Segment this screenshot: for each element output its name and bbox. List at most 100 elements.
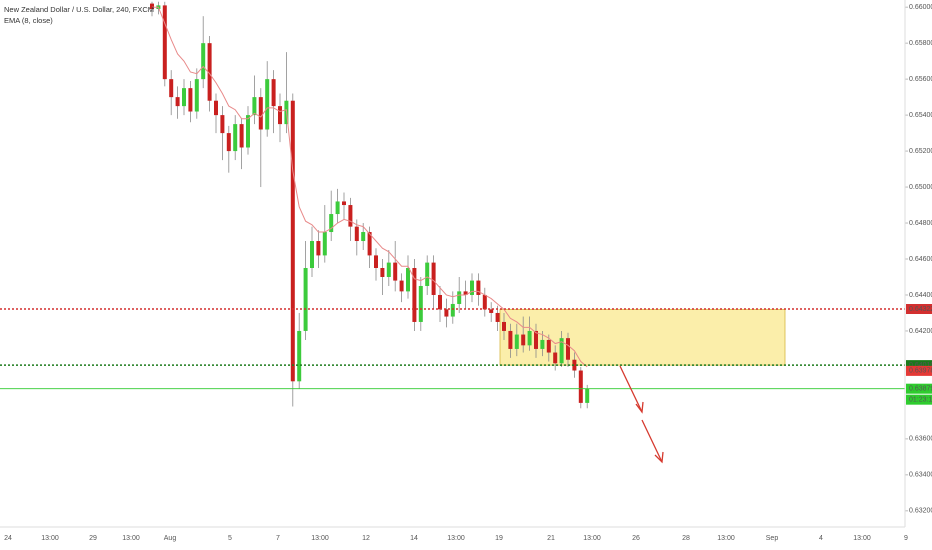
candle-body <box>233 124 238 152</box>
y-tick-label: 0.64600 <box>909 256 932 263</box>
candle-body <box>290 100 295 382</box>
candle-body <box>239 124 244 148</box>
candle-body <box>297 330 302 382</box>
candle-body <box>322 232 327 256</box>
price-label: 0.64322 <box>909 306 932 313</box>
candle-body <box>303 267 308 331</box>
candle-body <box>271 79 276 107</box>
candle-body <box>278 106 282 125</box>
ema-line <box>152 6 588 368</box>
x-tick-label: 19 <box>495 535 503 542</box>
x-tick-label: 5 <box>228 535 232 542</box>
y-tick-label: 0.65600 <box>909 76 932 83</box>
candle-body <box>566 338 570 360</box>
x-tick-label: 12 <box>362 535 370 542</box>
candle-body <box>386 262 391 277</box>
candle-body <box>329 214 334 233</box>
candle-body <box>495 312 500 322</box>
x-tick-label: 13:00 <box>583 535 601 542</box>
candle-body <box>482 294 487 310</box>
candle-body <box>335 201 340 215</box>
candle-body <box>585 388 590 403</box>
x-tick-label: Aug <box>164 535 177 542</box>
x-tick-label: 13:00 <box>853 535 871 542</box>
candle-body <box>425 262 430 286</box>
candle-body <box>476 280 481 295</box>
y-tick-label: 0.65800 <box>909 40 932 47</box>
x-tick-label: 26 <box>632 535 640 542</box>
x-tick-label: 13:00 <box>41 535 59 542</box>
candle-body <box>182 88 186 107</box>
candle-body <box>489 309 494 313</box>
candle-body <box>521 334 526 346</box>
candle-body <box>252 97 257 116</box>
candle-body <box>470 280 474 295</box>
candle-body <box>226 133 231 152</box>
candle-body <box>444 309 449 317</box>
candle-body <box>367 232 372 256</box>
countdown-label: 01:23:16 <box>909 397 932 404</box>
candle-body <box>374 255 378 268</box>
y-tick-label: 0.64200 <box>909 328 932 335</box>
candle-body <box>207 43 212 101</box>
y-tick-label: 0.63200 <box>909 508 932 515</box>
candle-body <box>457 291 462 304</box>
y-tick-label: 0.65400 <box>909 112 932 119</box>
price-label: 0.63879 <box>909 386 932 393</box>
candle-body <box>450 303 455 317</box>
y-tick-label: 0.64800 <box>909 220 932 227</box>
candle-body <box>348 205 353 227</box>
x-tick-label: Sep <box>766 535 779 542</box>
candle-body <box>361 232 366 242</box>
candle-body <box>246 115 250 148</box>
candle-body <box>572 359 577 371</box>
price-label: 0.63978 <box>909 368 932 375</box>
candle-body <box>540 339 545 349</box>
price-label-box <box>906 365 932 376</box>
candle-body <box>175 97 180 107</box>
x-tick-label: 13:00 <box>447 535 465 542</box>
candle-body <box>546 339 551 353</box>
candle-body <box>463 291 468 295</box>
candle-body <box>342 201 346 206</box>
candle-body <box>220 115 225 134</box>
candle-body <box>527 330 532 346</box>
candle-body <box>310 241 314 268</box>
x-tick-label: 9 <box>904 535 908 542</box>
candle-body <box>406 267 410 292</box>
candle-body <box>418 285 423 322</box>
x-tick-label: 29 <box>89 535 97 542</box>
indicator-legend: EMA (8, close) <box>4 16 53 25</box>
x-tick-label: 14 <box>410 535 418 542</box>
y-tick-label: 0.65200 <box>909 148 932 155</box>
y-tick-label: 0.63600 <box>909 436 932 443</box>
price-label: 0.64010 <box>909 362 932 369</box>
price-label-box <box>906 360 932 371</box>
candle-body <box>431 262 436 295</box>
x-tick-label: 28 <box>682 535 690 542</box>
x-tick-label: 7 <box>276 535 280 542</box>
x-tick-label: 4 <box>819 535 823 542</box>
y-tick-label: 0.63400 <box>909 472 932 479</box>
candle-body <box>214 100 218 116</box>
candle-body <box>380 267 385 277</box>
price-label-box <box>906 304 932 315</box>
candle-body <box>169 79 174 98</box>
x-tick-label: 21 <box>547 535 555 542</box>
candle-body <box>265 79 270 130</box>
x-tick-label: 13:00 <box>311 535 329 542</box>
candle-body <box>514 334 519 349</box>
candle-body <box>559 338 564 364</box>
x-tick-label: 13:00 <box>717 535 735 542</box>
x-tick-label: 13:00 <box>122 535 140 542</box>
candle-body <box>412 267 417 322</box>
candle-body <box>316 241 321 256</box>
y-tick-label: 0.66000 <box>909 4 932 11</box>
candle-body <box>162 5 167 80</box>
chart-title: New Zealand Dollar / U.S. Dollar, 240, F… <box>4 5 154 14</box>
x-tick-label: 24 <box>4 535 12 542</box>
candle-body <box>502 321 506 331</box>
candle-body <box>194 79 199 112</box>
